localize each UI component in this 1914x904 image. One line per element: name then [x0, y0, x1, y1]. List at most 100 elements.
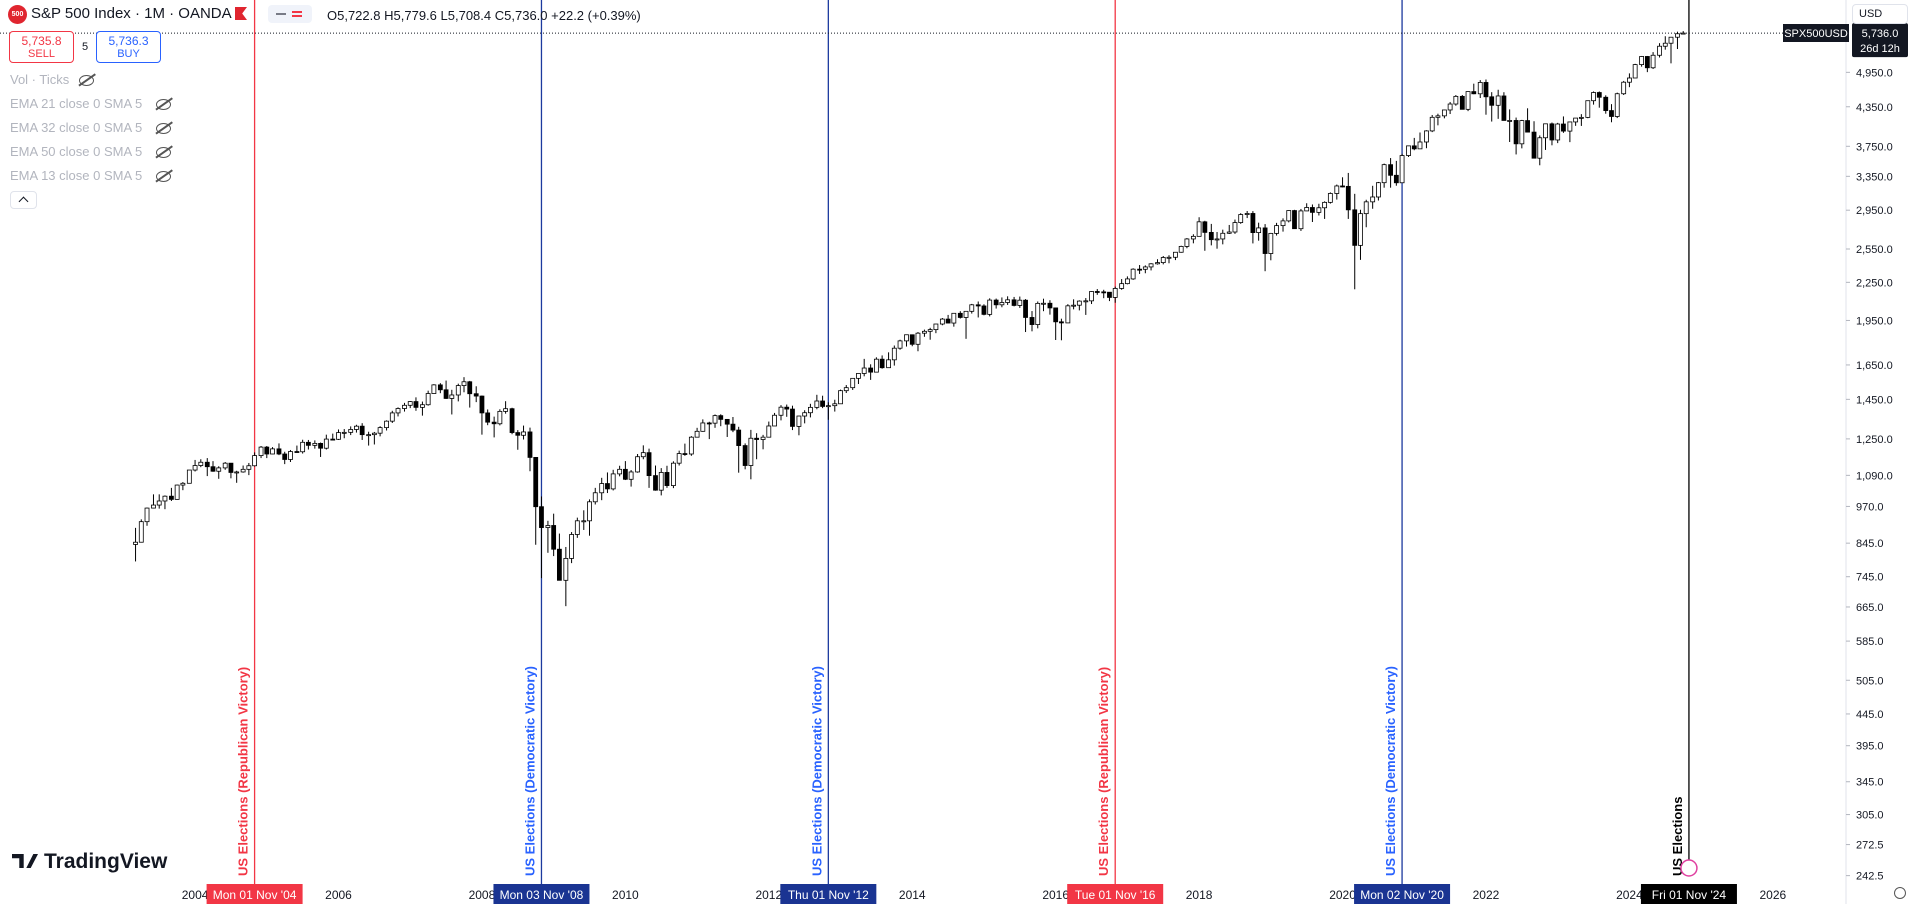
- buy-button[interactable]: 5,736.3 BUY: [96, 31, 161, 63]
- candle-body: [1340, 185, 1345, 188]
- y-tick-label: 2,550.0: [1856, 244, 1893, 256]
- candle-body: [1166, 256, 1172, 259]
- currency-select[interactable]: USD: [1852, 4, 1908, 24]
- candle-body: [354, 425, 359, 430]
- candle-body: [640, 452, 646, 458]
- candle-body: [1244, 213, 1250, 215]
- candle-body: [258, 446, 264, 456]
- flag[interactable]: [235, 7, 247, 20]
- candle-body: [1471, 91, 1477, 95]
- y-tick-label: 2,250.0: [1856, 277, 1893, 289]
- candle-body: [348, 429, 354, 433]
- indicator-row[interactable]: EMA 21 close 0 SMA 5: [10, 96, 172, 111]
- candle-body: [377, 427, 383, 434]
- x-tick-label: 2018: [1186, 888, 1213, 902]
- candle-body: [587, 501, 592, 522]
- candle-body: [162, 495, 168, 502]
- candle-body: [222, 462, 228, 469]
- candle-body: [664, 472, 670, 486]
- candle-body: [1675, 33, 1680, 38]
- y-tick-label: 272.5: [1856, 840, 1884, 852]
- symbol-title[interactable]: S&P 500 Index · 1M · OANDA: [31, 5, 232, 22]
- symbol-icon[interactable]: 500: [8, 5, 27, 24]
- candle-body: [1561, 123, 1566, 132]
- logo-mark: [12, 854, 38, 868]
- candle-body: [264, 446, 270, 455]
- y-tick-label: 242.5: [1856, 871, 1884, 883]
- hide-icon[interactable]: [79, 75, 95, 87]
- candle-body: [402, 404, 407, 409]
- candle-body: [820, 400, 825, 407]
- candle-body: [366, 434, 372, 437]
- candle-body: [635, 456, 640, 473]
- indicator-row[interactable]: EMA 50 close 0 SMA 5: [10, 144, 172, 159]
- compare-toggle[interactable]: [268, 5, 312, 23]
- candle-body: [1041, 302, 1046, 305]
- candle-body: [1268, 232, 1274, 254]
- x-tick-label: 2026: [1759, 888, 1786, 902]
- hide-icon[interactable]: [156, 147, 172, 159]
- candles: [133, 31, 1686, 607]
- candle-body: [1238, 214, 1244, 223]
- candle-body: [1005, 299, 1011, 303]
- sell-button[interactable]: 5,735.8 SELL: [9, 31, 74, 63]
- candle-body: [730, 423, 736, 431]
- ohlc-high: H5,779.6: [384, 8, 437, 23]
- candle-body: [503, 408, 509, 412]
- x-tick-label: 2008: [469, 888, 496, 902]
- candle-body: [879, 358, 885, 369]
- candle-body: [1657, 45, 1662, 56]
- indicator-row[interactable]: EMA 13 close 0 SMA 5: [10, 168, 172, 183]
- indicator-label: Vol · Ticks: [10, 72, 70, 87]
- candle-body: [270, 448, 275, 455]
- candle-body: [1208, 232, 1214, 241]
- y-tick-label: 1,250.0: [1856, 434, 1893, 446]
- candle-body: [653, 475, 658, 491]
- candle-body: [204, 461, 210, 468]
- candle-body: [1053, 307, 1059, 323]
- branding[interactable]: TradingView: [12, 850, 167, 874]
- hide-icon[interactable]: [156, 171, 172, 183]
- candle-body: [359, 425, 365, 436]
- y-tick-label: 345.0: [1856, 777, 1884, 789]
- hide-icon[interactable]: [156, 99, 172, 111]
- indicator-label: EMA 32 close 0 SMA 5: [10, 120, 143, 135]
- y-tick-label: 970.0: [1856, 501, 1884, 513]
- candle-body: [1119, 283, 1125, 289]
- sell-price: 5,735.8: [21, 34, 62, 48]
- candle-body: [425, 393, 431, 406]
- candle-body: [808, 406, 813, 414]
- candle-body: [210, 466, 216, 472]
- collapse-button[interactable]: [10, 191, 37, 209]
- candle-body: [515, 432, 521, 436]
- currency-label: USD: [1859, 8, 1883, 20]
- candle-body: [1047, 302, 1053, 309]
- y-tick-label: 1,450.0: [1856, 394, 1893, 406]
- brand-name: TradingView: [44, 850, 168, 873]
- candle-body: [1519, 120, 1525, 145]
- candle-body: [628, 471, 634, 480]
- candle-body: [909, 334, 915, 345]
- candle-body: [1298, 210, 1304, 230]
- y-tick-label: 745.0: [1856, 572, 1884, 584]
- candle-body: [1155, 262, 1160, 265]
- candle-body: [413, 401, 419, 408]
- candle-body: [712, 415, 718, 424]
- candle-body: [605, 483, 610, 490]
- settings-icon[interactable]: [1894, 887, 1906, 899]
- candle-body: [915, 332, 921, 345]
- x-tick-label: 2014: [899, 888, 926, 902]
- hide-icon[interactable]: [156, 123, 172, 135]
- indicator-row[interactable]: EMA 32 close 0 SMA 5: [10, 120, 172, 135]
- candle-body: [592, 492, 598, 503]
- indicator-row[interactable]: Vol · Ticks: [10, 72, 95, 87]
- candle-body: [1076, 300, 1082, 306]
- candle-body: [933, 323, 939, 331]
- candle-body: [192, 465, 198, 471]
- candle-body: [1059, 321, 1064, 324]
- candle-body: [1406, 145, 1411, 156]
- candle-body: [1107, 291, 1112, 298]
- candle-body: [814, 400, 820, 408]
- candle-body: [1220, 232, 1226, 240]
